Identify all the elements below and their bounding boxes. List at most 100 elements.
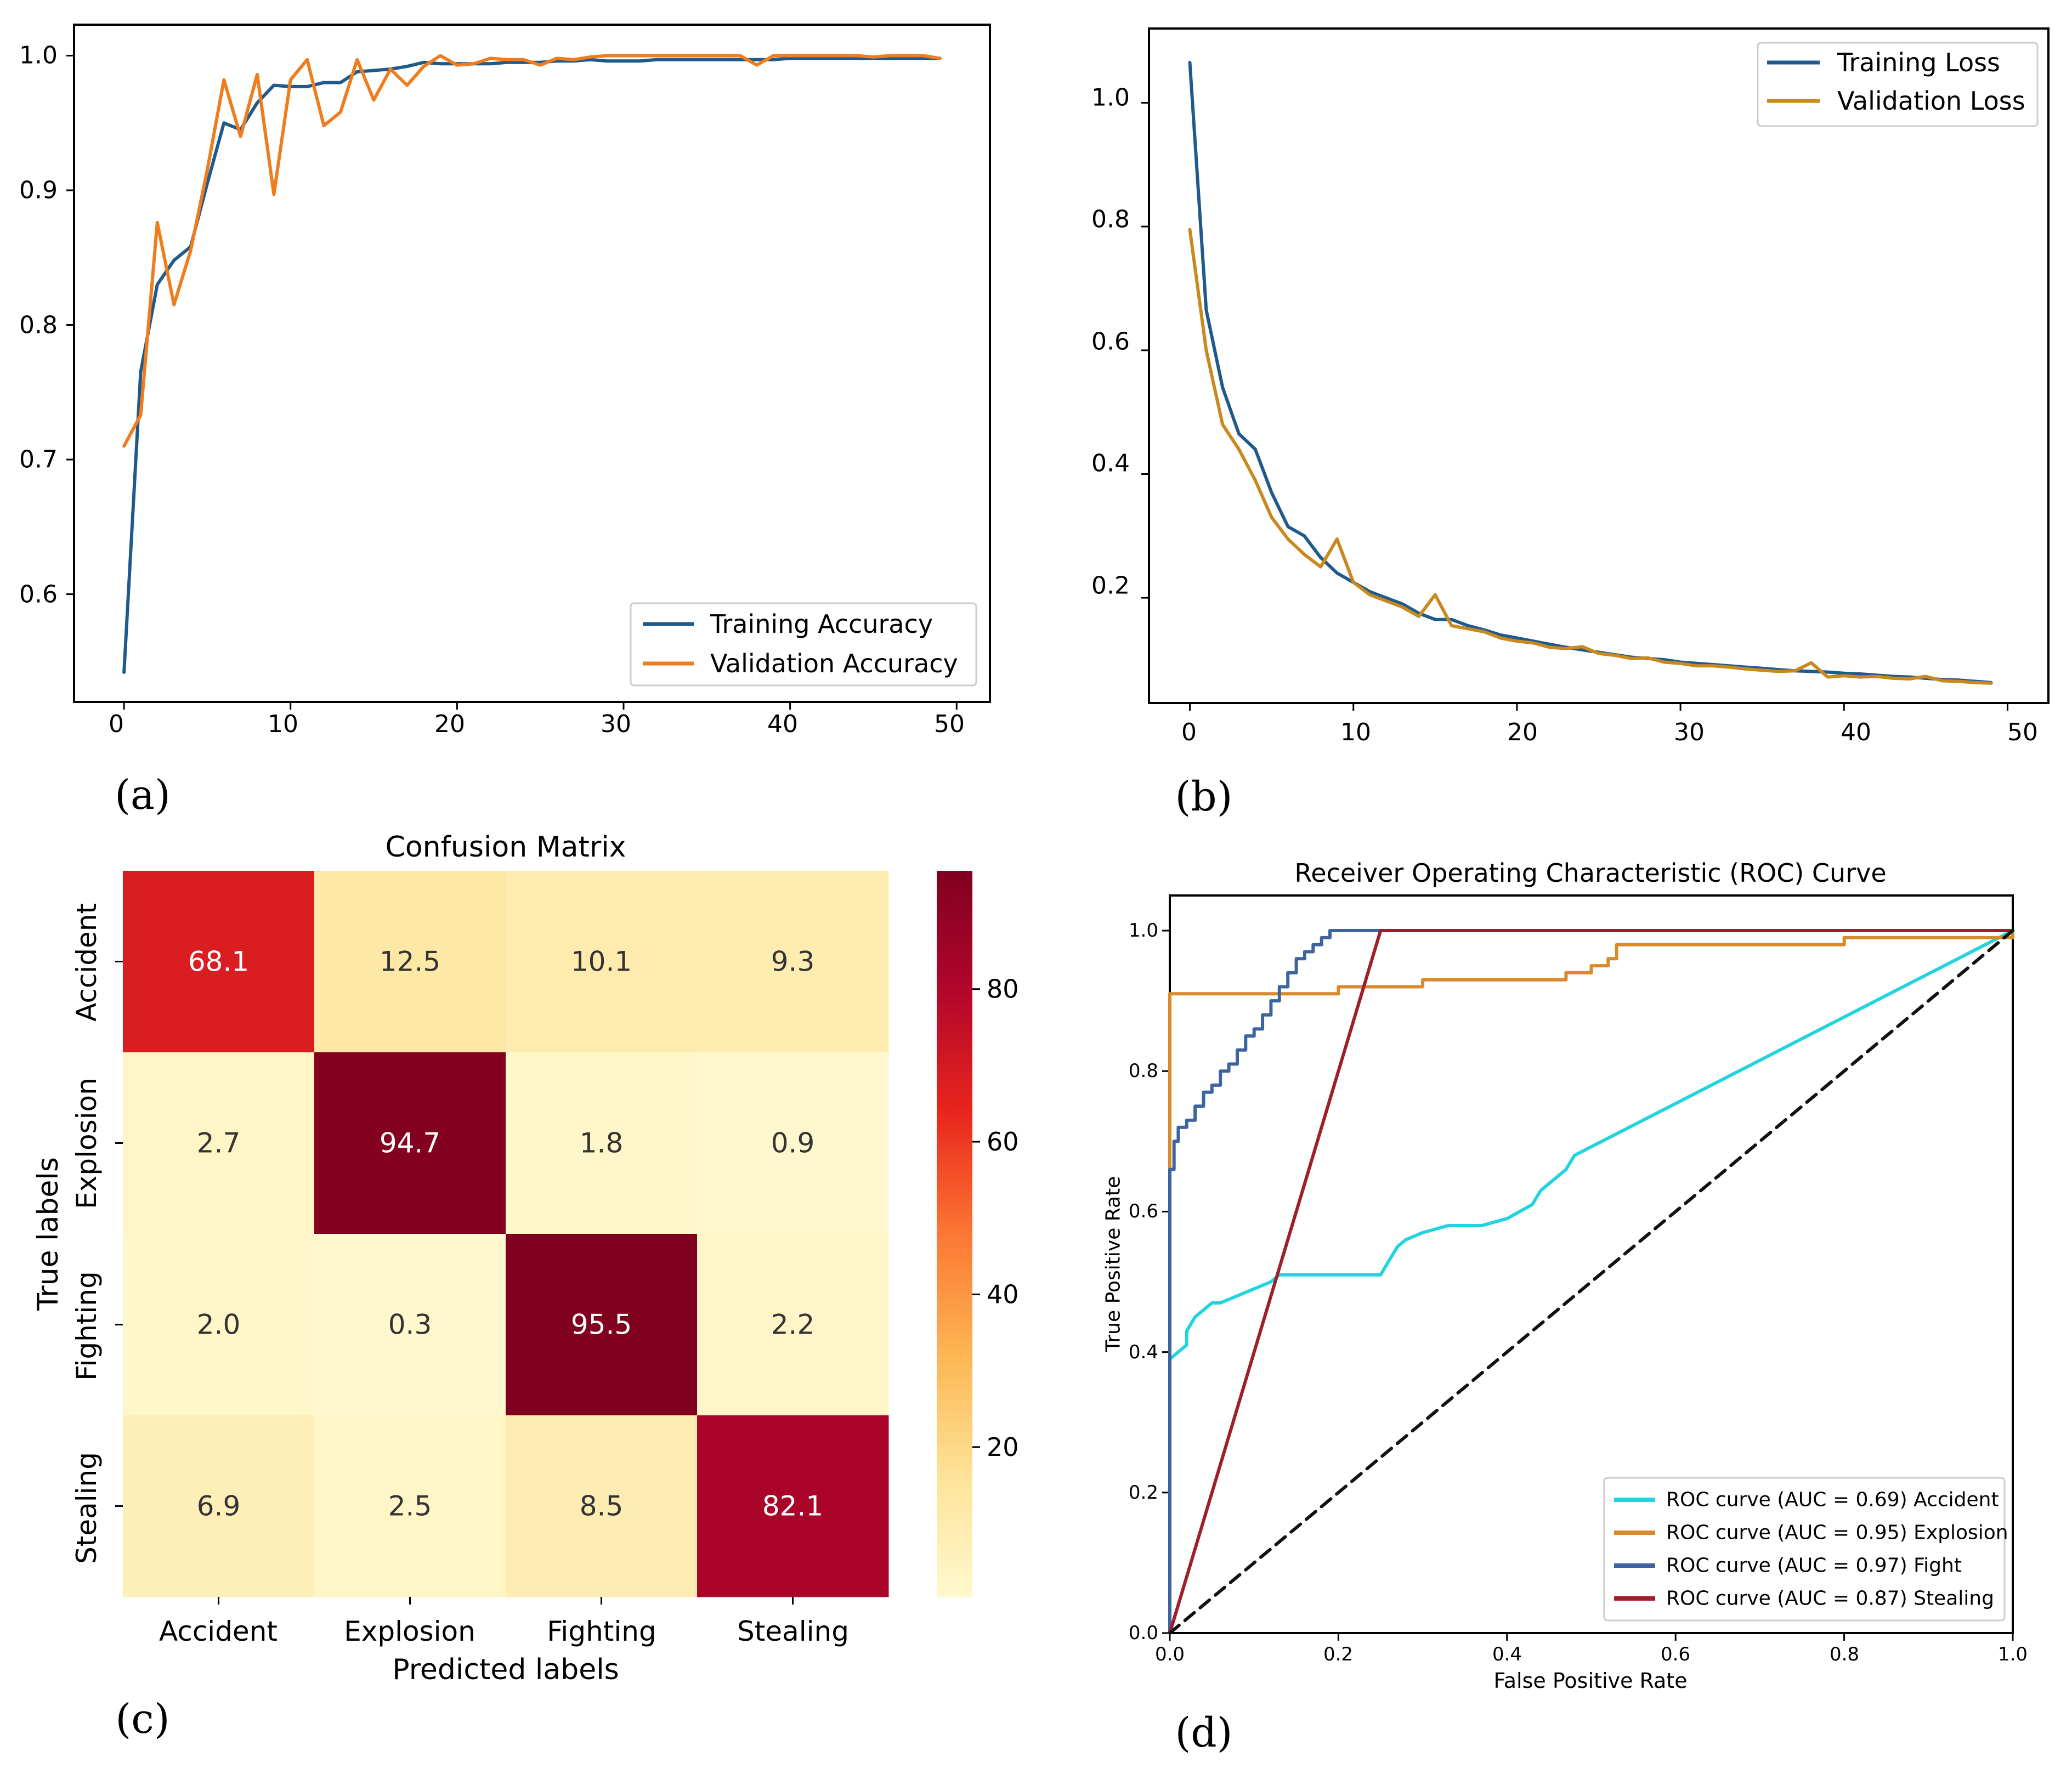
y-category-label: Accident	[71, 903, 103, 1022]
x-tick-label: 0	[1181, 718, 1197, 746]
x-tick-label: 20	[434, 710, 465, 738]
colorbar: 20 40 60 80	[937, 871, 1019, 1597]
legend-box	[1603, 1477, 2006, 1622]
panel-label: (b)	[1175, 773, 1232, 820]
series-lines	[1141, 61, 2008, 711]
series-line-roc-curve-auc-0-95-explosion	[1168, 929, 2014, 1635]
x-category-label: Accident	[159, 1615, 278, 1647]
series-line-validation-accuracy	[122, 54, 942, 448]
colorbar-gradient	[937, 871, 972, 1597]
colorbar-tick-label: 80	[987, 974, 1019, 1004]
heatmap-cell	[314, 871, 506, 1053]
panel-label: (d)	[1175, 1709, 1232, 1756]
heatmap-cell	[697, 871, 889, 1053]
x-tick-label: 0.4	[1492, 1643, 1522, 1665]
y-axis: 0.2 0.4 0.6 0.8 1.0	[1091, 84, 1130, 600]
x-tick-label: 0.0	[1155, 1643, 1185, 1665]
legend-label-validation-loss: Validation Loss	[1837, 86, 2025, 116]
series-line-chance-diagonal	[1168, 929, 2014, 1635]
y-tick-label: 0.6	[1091, 328, 1130, 356]
heatmap-cell	[506, 1234, 698, 1416]
y-tick-label: 0.4	[1129, 1341, 1158, 1363]
heatmap-value-label: 82.1	[762, 1490, 823, 1522]
heatmap-value-label: 6.9	[197, 1490, 241, 1522]
heatmap-cell	[314, 1234, 506, 1416]
y-axis: Accident Explosion Fighting Stealing Tru…	[32, 903, 103, 1564]
x-axis: 0 10 20 30 40 50	[1181, 718, 2038, 746]
x-tick-label: 10	[268, 710, 298, 738]
heatmap-cell	[697, 1415, 889, 1597]
y-axis: 0.0 0.2 0.4 0.6 0.8 1.0 True Positive Ra…	[1102, 920, 1159, 1644]
y-tick-label: 0.6	[19, 581, 58, 609]
x-tick-label: 0.2	[1323, 1643, 1353, 1665]
heatmap-cell	[123, 1234, 315, 1416]
heatmap-value-label: 95.5	[571, 1309, 632, 1341]
heatmap-cell	[123, 871, 315, 1053]
y-tick-label: 0.9	[19, 177, 58, 205]
heatmap-cell	[314, 1415, 506, 1597]
heatmap-value-labels: 68.1 12.5 10.1 9.3 2.7 94.7 1.8 0.9 2.0 0.3 95.5 2.…	[188, 946, 823, 1522]
legend-label-stealing: ROC curve (AUC = 0.87) Stealing	[1666, 1588, 1994, 1610]
panel-b-loss-chart: 0.2 0.4 0.6 0.8 1.0 0 10 20 30 40 50 Tra…	[1091, 27, 2050, 820]
y-tick-label: 0.8	[1091, 206, 1130, 234]
series-line-roc-curve-auc-0-87-stealing	[1168, 929, 2014, 1635]
heatmap-cell	[123, 1415, 315, 1597]
heatmap-value-label: 0.9	[771, 1127, 815, 1159]
x-tick-label: 10	[1340, 718, 1371, 746]
y-category-label: Fighting	[71, 1271, 103, 1380]
y-tick-label: 0.4	[1091, 450, 1130, 478]
series-line-roc-curve-auc-0-69-accident	[1168, 929, 2014, 1635]
heatmap-value-label: 2.0	[197, 1309, 241, 1341]
heatmap-cell	[697, 1052, 889, 1234]
y-axis-title: True Positive Rate	[1102, 1176, 1125, 1353]
x-tick-label: 40	[767, 710, 798, 738]
heatmap-cell	[314, 1052, 506, 1234]
x-tick-label: 0.6	[1661, 1643, 1690, 1665]
x-tick-label: 50	[934, 710, 965, 738]
y-tick-label: 1.0	[1129, 920, 1158, 942]
y-tick-label: 1.0	[1091, 84, 1130, 112]
x-category-label: Stealing	[737, 1615, 849, 1647]
x-axis: 0.0 0.2 0.4 0.6 0.8 1.0 False Positive R…	[1155, 1643, 2028, 1693]
y-tick-label: 0.6	[1129, 1200, 1158, 1222]
legend-box	[1757, 42, 2039, 127]
heatmap-cell	[123, 1052, 315, 1234]
colorbar-tick-label: 40	[987, 1279, 1019, 1309]
legend-box	[630, 602, 977, 687]
x-axis: 0 10 20 30 40 50	[109, 710, 965, 738]
series-line-training-accuracy	[122, 56, 942, 674]
y-axis-title: True labels	[32, 1157, 65, 1311]
x-tick-label: 30	[1674, 718, 1705, 746]
colorbar-tick-label: 20	[987, 1432, 1019, 1462]
legend-label-accident: ROC curve (AUC = 0.69) Accident	[1666, 1489, 1999, 1511]
legend-label-training-loss: Training Loss	[1837, 48, 2000, 77]
y-tick-label: 0.8	[19, 311, 58, 339]
heatmap-value-label: 94.7	[380, 1127, 440, 1159]
panel-label: (c)	[115, 1696, 169, 1743]
x-tick-label: 50	[2007, 718, 2038, 746]
heatmap-value-label: 10.1	[571, 946, 632, 978]
plot-frame	[1148, 27, 2050, 704]
heatmap-value-label: 68.1	[188, 946, 249, 978]
heatmap-cell	[506, 871, 698, 1053]
panel-c-confusion-matrix: Confusion Matrix 68.1 12.5 10.1 9.3 2.7 94.7 1…	[32, 831, 1019, 1743]
series-line-validation-loss	[1188, 228, 1993, 685]
heatmap-cells	[115, 871, 889, 1605]
heatmap-value-label: 2.7	[197, 1127, 241, 1159]
x-tick-label: 1.0	[1998, 1643, 2028, 1665]
colorbar-ticks: 20 40 60 80	[972, 974, 1019, 1462]
legend-label-validation-accuracy: Validation Accuracy	[710, 649, 958, 678]
panel-label: (a)	[115, 772, 171, 819]
series-lines	[66, 54, 958, 710]
x-tick-label: 20	[1507, 718, 1538, 746]
x-axis-title: Predicted labels	[392, 1653, 619, 1686]
heatmap-value-label: 8.5	[580, 1490, 624, 1522]
legend-label-explosion: ROC curve (AUC = 0.95) Explosion	[1666, 1522, 2008, 1544]
x-axis: Accident Explosion Fighting Stealing Pre…	[159, 1615, 849, 1686]
x-category-label: Fighting	[547, 1615, 656, 1647]
plot-frame	[73, 24, 991, 703]
y-tick-label: 1.0	[19, 42, 58, 70]
series-line-training-loss	[1188, 61, 1993, 684]
x-tick-label: 40	[1841, 718, 1871, 746]
